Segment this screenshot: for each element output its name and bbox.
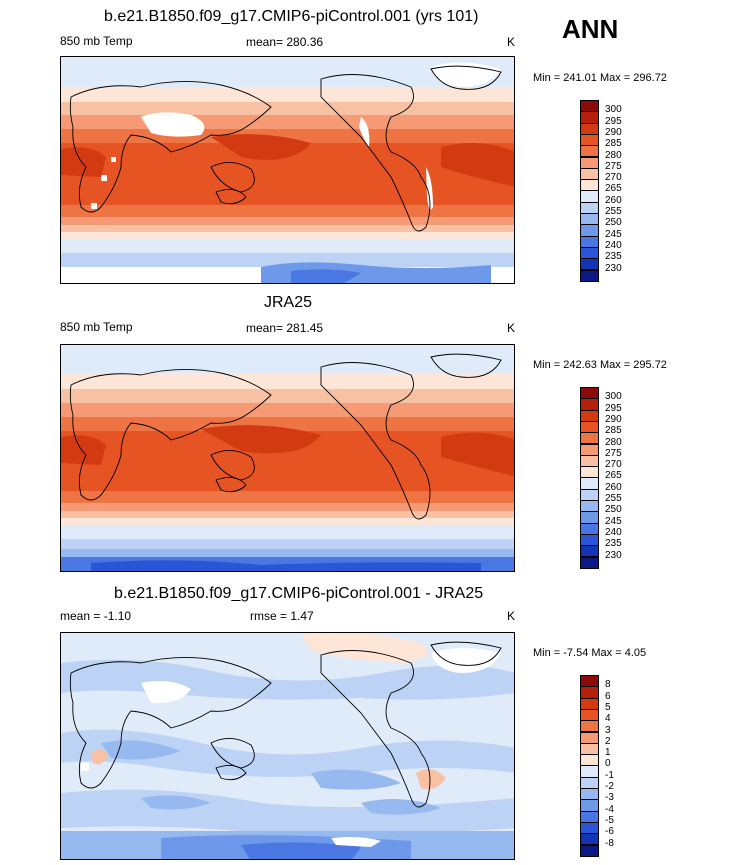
colorbar-tick-label: 265 — [605, 183, 622, 195]
colorbar-tick-label: 290 — [605, 413, 622, 425]
panel2-units-label: K — [507, 321, 516, 335]
colorbar-tick-label: 275 — [605, 447, 622, 459]
panel3-map-svg — [61, 633, 514, 859]
colorbar-tick-label: 290 — [605, 126, 622, 138]
colorbar-tick-label: 280 — [605, 436, 622, 448]
panel2-map — [60, 344, 515, 572]
colorbar-tick-label: 230 — [605, 549, 622, 561]
colorbar-tick-label: 3 — [605, 724, 611, 736]
panel3-mean-label: mean = -1.10 — [60, 609, 132, 623]
panel2-variable-label: 850 mb Temp — [60, 320, 133, 334]
colorbar-tick-label: 240 — [605, 526, 622, 538]
colorbar-tick-label: 260 — [605, 481, 622, 493]
colorbar-swatch — [580, 269, 599, 282]
colorbar-swatch — [580, 844, 599, 857]
colorbar-tick-label: 245 — [605, 228, 622, 240]
colorbar-tick-label: 295 — [605, 402, 622, 414]
colorbar-tick-label: 2 — [605, 735, 611, 747]
colorbar-tick-label: -2 — [605, 781, 614, 792]
colorbar-tick-label: 4 — [605, 713, 611, 725]
colorbar-tick-label: 300 — [605, 104, 622, 116]
colorbar-tick-label: -5 — [605, 814, 614, 826]
panel3-title: b.e21.B1850.f09_g17.CMIP6-piControl.001 … — [114, 585, 484, 602]
colorbar-tick-label: 6 — [605, 690, 611, 702]
colorbar-tick-label: 255 — [605, 493, 622, 504]
colorbar-tick-label: 5 — [605, 701, 611, 713]
colorbar-tick-label: 300 — [605, 391, 622, 403]
panel1-variable-label: 850 mb Temp — [60, 34, 133, 48]
panel1-title: b.e21.B1850.f09_g17.CMIP6-piControl.001 … — [104, 8, 479, 25]
colorbar-tick-label: -8 — [605, 837, 614, 849]
panel1-minmax-label: Min = 241.01 Max = 296.72 — [533, 72, 667, 84]
colorbar-tick-label: -6 — [605, 826, 614, 838]
panel3-map — [60, 632, 515, 860]
panel3-minmax-label: Min = -7.54 Max = 4.05 — [533, 647, 647, 659]
panel2-minmax-label: Min = 242.63 Max = 295.72 — [533, 359, 667, 371]
panel1-mean-label: mean= 280.36 — [246, 35, 324, 49]
colorbar-tick-label: 265 — [605, 470, 622, 482]
colorbar-tick-label: 275 — [605, 160, 622, 172]
panel2-title: JRA25 — [264, 294, 313, 311]
colorbar-tick-label: 245 — [605, 515, 622, 527]
colorbar-tick-label: 255 — [605, 206, 622, 217]
colorbar-tick-label: 8 — [605, 679, 611, 691]
colorbar-tick-label: 240 — [605, 239, 622, 251]
panel3-units-label: K — [507, 609, 516, 623]
colorbar-tick-label: 230 — [605, 262, 622, 274]
colorbar-tick-label: 285 — [605, 138, 622, 150]
colorbar-tick-label: 250 — [605, 504, 622, 516]
colorbar-swatch — [580, 556, 599, 569]
colorbar-tick-label: 235 — [605, 251, 622, 263]
colorbar-tick-label: -3 — [605, 792, 614, 804]
colorbar-tick-label: 1 — [605, 747, 611, 759]
panel1-map-svg — [61, 57, 514, 283]
colorbar-tick-label: 295 — [605, 115, 622, 127]
panel3-rmse-label: rmse = 1.47 — [250, 609, 314, 623]
colorbar-tick-label: -1 — [605, 769, 614, 781]
colorbar-tick-label: 0 — [605, 758, 611, 770]
colorbar-tick-label: 280 — [605, 149, 622, 161]
colorbar-tick-label: 270 — [605, 172, 622, 184]
colorbar-tick-label: 235 — [605, 538, 622, 550]
colorbar-tick-label: 250 — [605, 217, 622, 229]
panel2-map-svg — [61, 345, 514, 571]
panel1-map — [60, 56, 515, 284]
panel2-mean-label: mean= 281.45 — [246, 321, 324, 335]
colorbar-tick-label: 270 — [605, 459, 622, 471]
colorbar-tick-label: 285 — [605, 425, 622, 437]
panel1-units-label: K — [507, 35, 516, 49]
colorbar-tick-label: 260 — [605, 194, 622, 206]
season-label: ANN — [562, 14, 619, 44]
colorbar-tick-label: -4 — [605, 803, 614, 815]
